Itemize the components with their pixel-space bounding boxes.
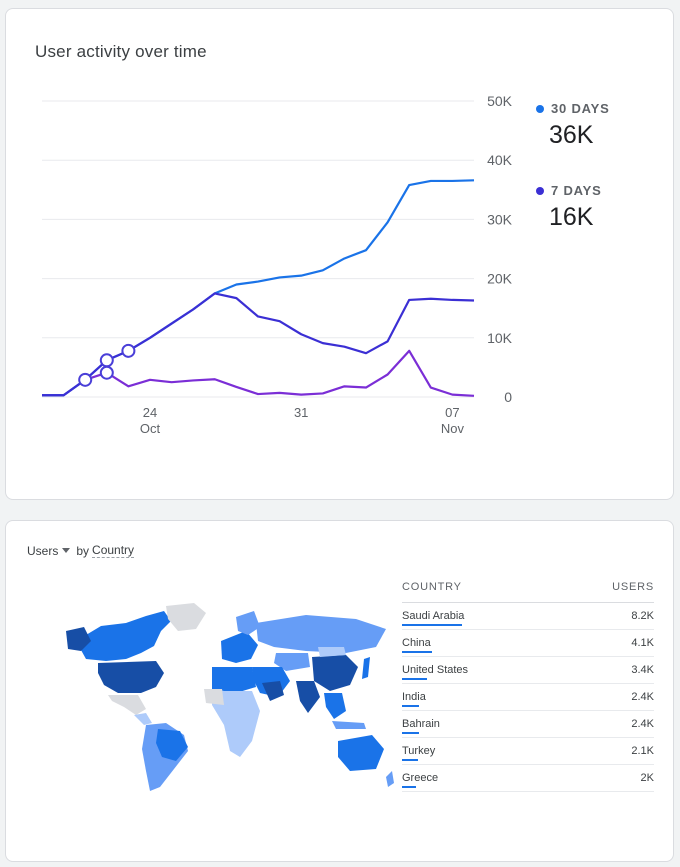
country-name[interactable]: India xyxy=(402,691,426,703)
table-row[interactable]: China 4.1K xyxy=(402,630,654,657)
map-southeast-asia[interactable] xyxy=(324,693,346,719)
map-scandinavia[interactable] xyxy=(236,611,260,635)
legend-label-text: 30 DAYS xyxy=(551,101,610,116)
map-russia[interactable] xyxy=(256,615,386,653)
user-count: 2.4K xyxy=(631,718,654,730)
y-tick-label: 0 xyxy=(504,389,512,405)
map-greenland[interactable] xyxy=(166,603,206,631)
map-new-zealand[interactable] xyxy=(386,771,394,787)
data-point-marker xyxy=(121,343,136,358)
table-row[interactable]: Turkey 2.1K xyxy=(402,738,654,765)
map-japan[interactable] xyxy=(362,657,370,679)
data-point-marker xyxy=(99,365,114,380)
share-bar xyxy=(402,678,427,680)
user-count: 4.1K xyxy=(631,637,654,649)
country-name[interactable]: Saudi Arabia xyxy=(402,610,465,622)
share-bar xyxy=(402,705,420,707)
y-tick-label: 30K xyxy=(487,211,513,227)
series-line xyxy=(42,292,475,397)
map-usa[interactable] xyxy=(98,661,164,693)
legend-item: 30 DAYS 36K xyxy=(536,101,656,150)
map-saudi-arabia[interactable] xyxy=(262,681,284,701)
caret-down-icon[interactable] xyxy=(62,548,71,553)
legend-label: 30 DAYS xyxy=(536,101,656,116)
legend-dot-icon xyxy=(536,104,544,113)
share-bar xyxy=(402,624,462,626)
share-bar xyxy=(402,759,418,761)
map-australia[interactable] xyxy=(338,735,384,771)
table-header: COUNTRY USERS xyxy=(402,581,654,603)
country-name[interactable]: United States xyxy=(402,664,469,676)
country-name[interactable]: Bahrain xyxy=(402,718,440,730)
map-europe[interactable] xyxy=(221,631,258,663)
user-count: 3.4K xyxy=(631,664,654,676)
users-by-country-card: Users by Country xyxy=(5,520,674,862)
legend-label-text: 7 DAYS xyxy=(551,183,602,198)
user-count: 2K xyxy=(640,772,654,784)
table-body: Saudi Arabia 8.2K China 4.1K United States 3.… xyxy=(402,603,654,792)
table-row[interactable]: India 2.4K xyxy=(402,684,654,711)
map-china[interactable] xyxy=(312,655,358,691)
map-africa[interactable] xyxy=(212,691,260,757)
map-west-africa[interactable] xyxy=(204,689,224,705)
table-row[interactable]: Greece 2K xyxy=(402,765,654,792)
legend-item: 7 DAYS 16K xyxy=(536,183,656,232)
y-tick-label: 10K xyxy=(487,330,513,346)
country-name[interactable]: China xyxy=(402,637,431,649)
map-alaska[interactable] xyxy=(66,627,91,651)
x-tick-month-label: Oct xyxy=(140,421,161,436)
table-row[interactable]: Saudi Arabia 8.2K xyxy=(402,603,654,630)
metric-selector[interactable]: Users by Country xyxy=(27,543,135,558)
share-bar xyxy=(402,651,432,653)
user-count: 2.1K xyxy=(631,745,654,757)
legend-value: 16K xyxy=(549,203,594,231)
user-activity-card: User activity over time 50K 40K 30K 20K 10K 0… xyxy=(5,8,674,500)
country-name[interactable]: Greece xyxy=(402,772,439,784)
x-tick-label: 07 xyxy=(445,405,459,420)
user-count: 8.2K xyxy=(631,610,654,622)
legend-value: 36K xyxy=(549,121,594,149)
x-tick-label: 31 xyxy=(294,405,308,420)
map-mexico[interactable] xyxy=(108,695,146,715)
share-bar xyxy=(402,786,417,788)
dimension-label[interactable]: Country xyxy=(92,543,135,558)
legend-dot-icon xyxy=(536,186,544,195)
share-bar xyxy=(402,732,420,734)
series-line xyxy=(42,349,475,397)
y-tick-label: 20K xyxy=(487,271,513,287)
metric-label[interactable]: Users xyxy=(27,543,59,558)
map-mongolia[interactable] xyxy=(318,647,346,657)
card-title: User activity over time xyxy=(35,42,207,61)
country-name[interactable]: Turkey xyxy=(402,745,436,757)
table-row[interactable]: United States 3.4K xyxy=(402,657,654,684)
user-count: 2.4K xyxy=(631,691,654,703)
world-map[interactable] xyxy=(46,601,396,801)
dimension-prefix: by xyxy=(76,543,90,558)
table-row[interactable]: Bahrain 2.4K xyxy=(402,711,654,738)
map-indonesia[interactable] xyxy=(332,721,366,729)
map-north-africa[interactable] xyxy=(212,667,256,693)
x-tick-month-label: Nov xyxy=(441,421,465,436)
map-central-america[interactable] xyxy=(134,713,152,725)
data-point-marker xyxy=(99,353,114,368)
users-column-header[interactable]: USERS xyxy=(612,581,654,593)
y-tick-label: 40K xyxy=(487,152,513,168)
data-point-marker xyxy=(78,372,93,387)
map-canada[interactable] xyxy=(76,611,171,661)
map-central-asia[interactable] xyxy=(274,653,310,671)
legend-label: 7 DAYS xyxy=(536,183,656,198)
country-column-header[interactable]: COUNTRY xyxy=(402,581,462,593)
map-brazil[interactable] xyxy=(156,729,188,761)
x-tick-label: 24 xyxy=(143,405,157,420)
y-tick-label: 50K xyxy=(487,93,513,109)
map-india[interactable] xyxy=(296,681,320,713)
country-table: COUNTRY USERS Saudi Arabia 8.2K China 4.1K U… xyxy=(402,581,654,792)
